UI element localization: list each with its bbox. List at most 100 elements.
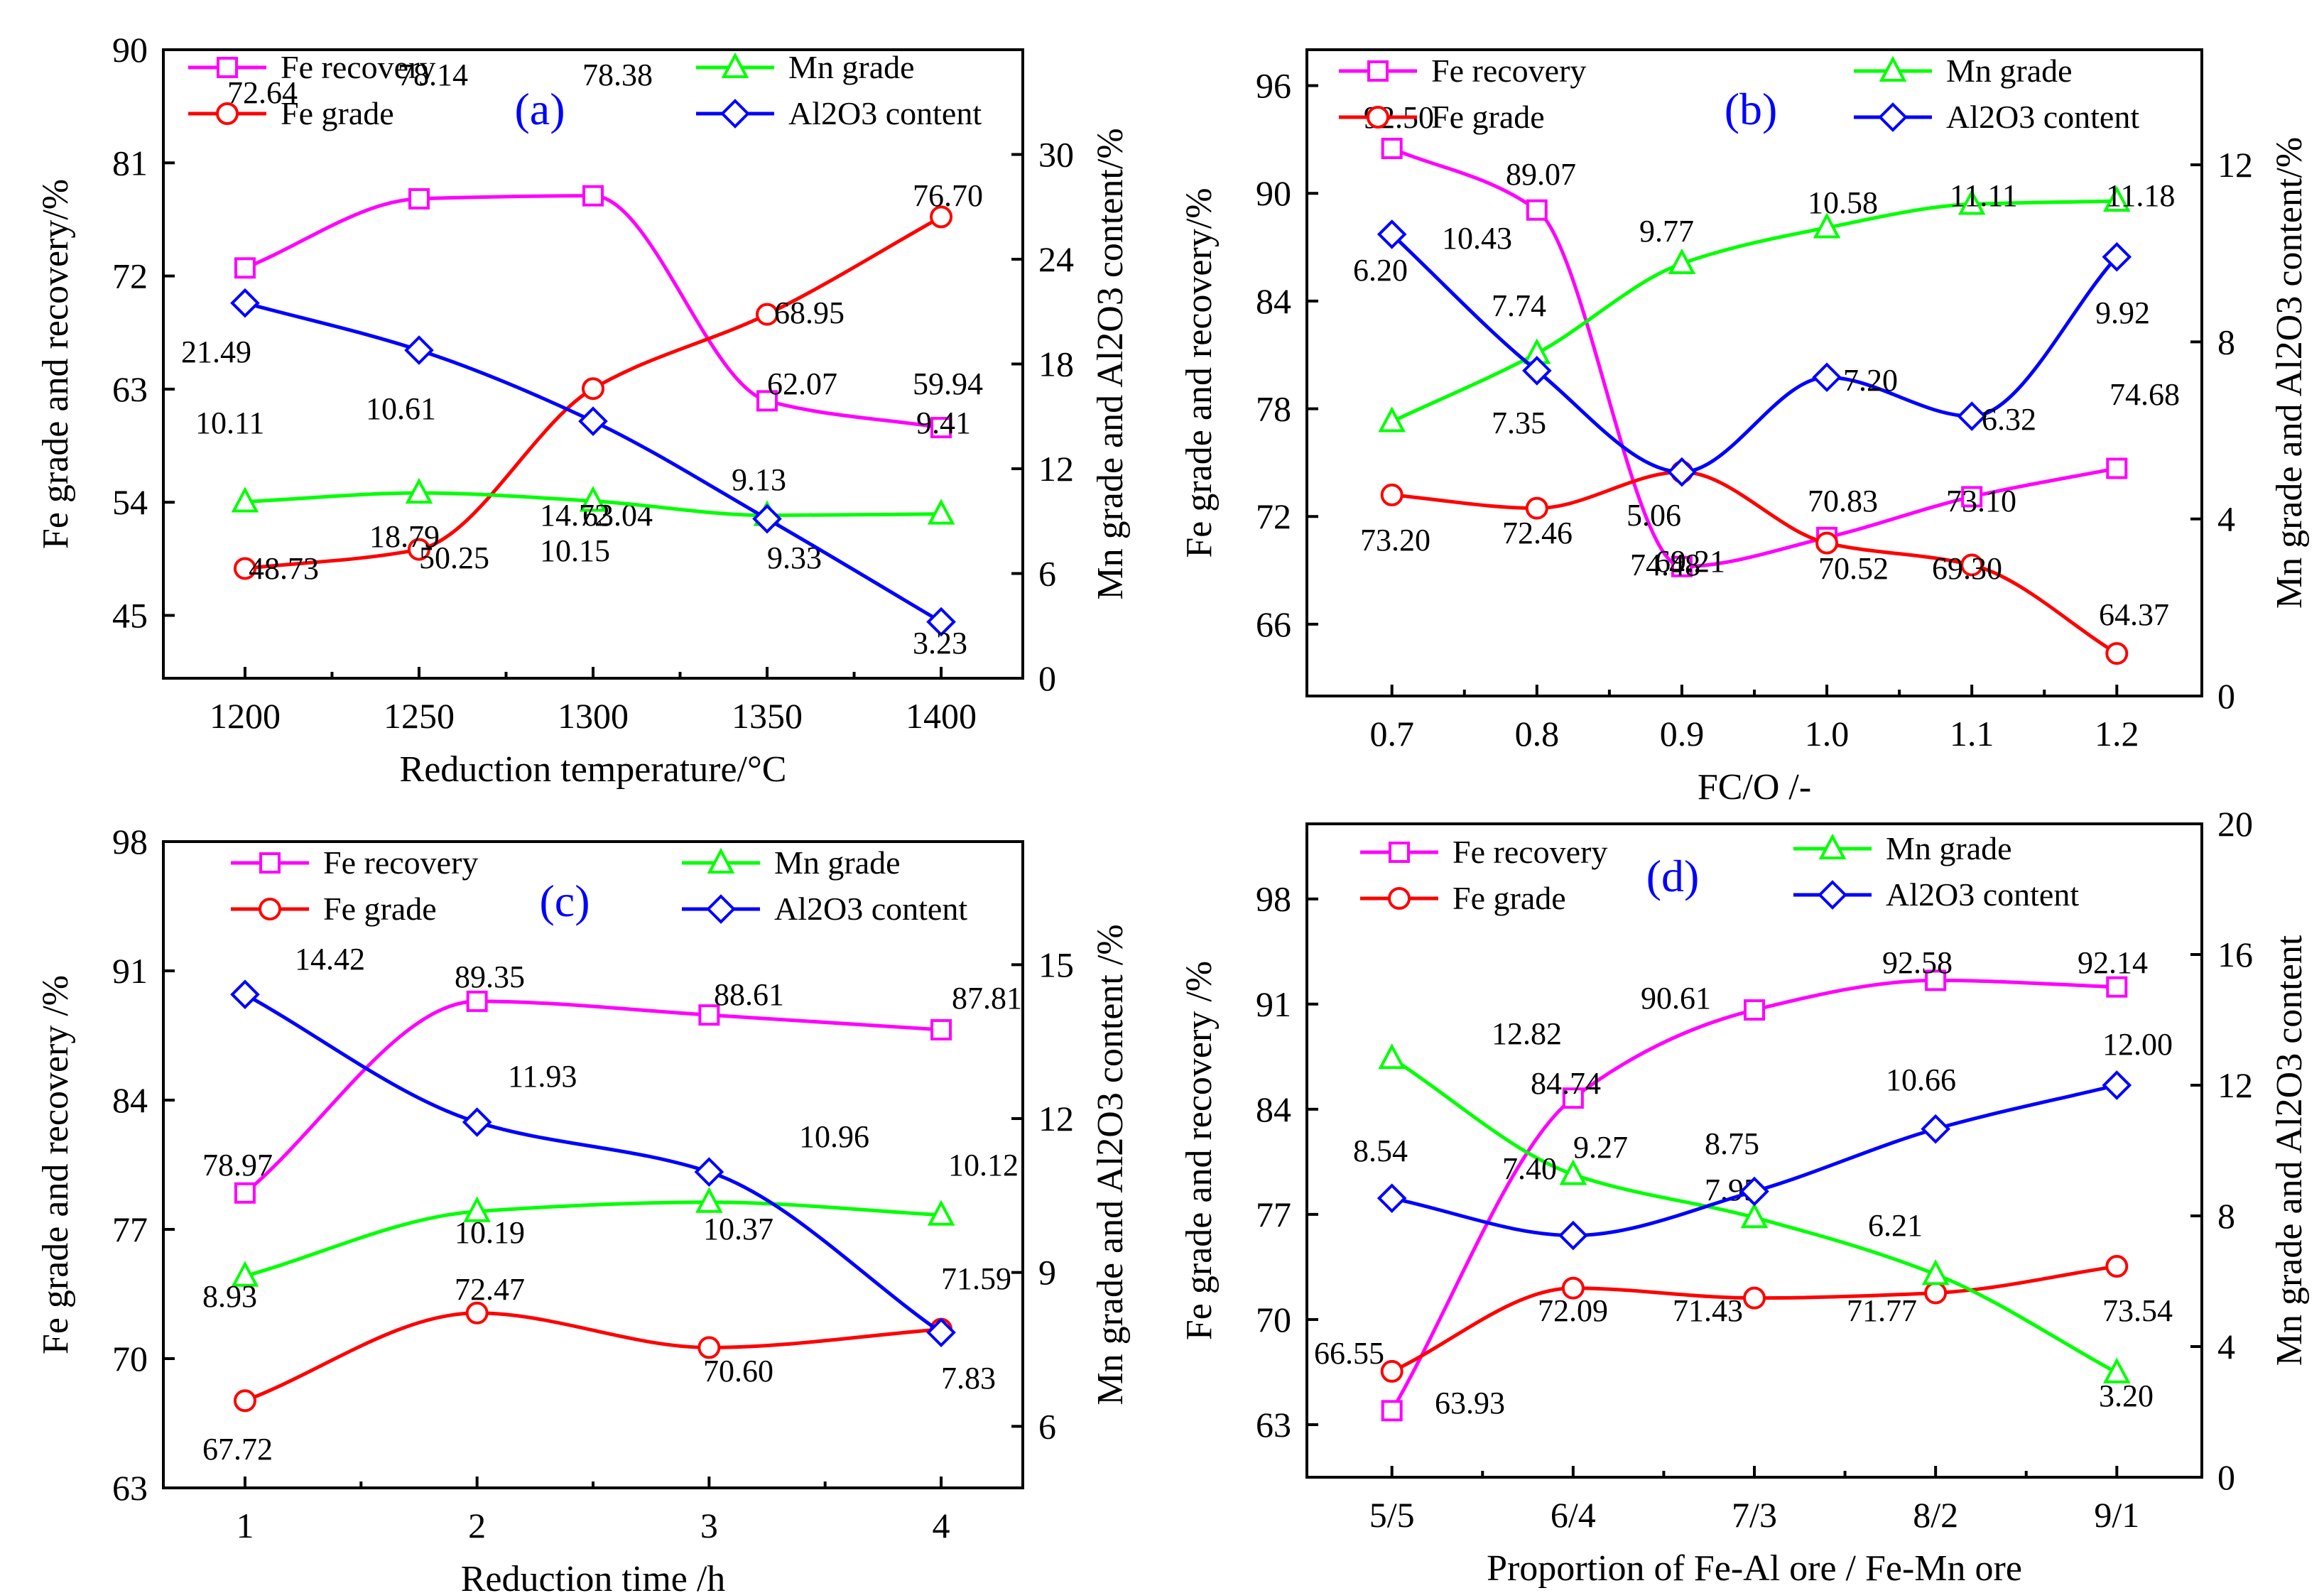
- data-point: [582, 185, 604, 207]
- data-point: [1559, 1159, 1587, 1185]
- legend-marker: [1367, 60, 1389, 82]
- legend-item-al2o3: Al2O3 content: [1854, 99, 2139, 135]
- y-right-tick-label: 6: [1038, 1406, 1056, 1446]
- y-right-tick-label: 8: [2217, 1196, 2235, 1236]
- data-point: [404, 335, 434, 365]
- y-right-axis-title: Mn grade and Al2O3 content: [2269, 935, 2310, 1366]
- series-line: [1391, 470, 2118, 656]
- legend-marker: [1388, 887, 1411, 910]
- x-tick-label: 1400: [906, 696, 977, 736]
- y-left-tick-label: 72: [1256, 496, 1291, 536]
- data-label: 68.95: [774, 295, 845, 330]
- y-left-tick-label: 72: [112, 256, 148, 296]
- data-label: 9.13: [732, 462, 786, 497]
- y-left-axis-title: Fe grade and recovery/%: [1179, 187, 1220, 558]
- legend-item-al2o3: Al2O3 content: [682, 891, 967, 927]
- data-point: [230, 979, 260, 1010]
- data-point: [1380, 483, 1403, 506]
- data-label: 10.15: [540, 533, 610, 568]
- series-line: [244, 999, 942, 1195]
- data-label: 11.18: [2106, 178, 2175, 213]
- x-tick-label: 7/3: [1732, 1495, 1777, 1535]
- y-left-tick-label: 78: [1256, 389, 1291, 429]
- panel-tag: (b): [1725, 84, 1778, 134]
- data-label: 64.37: [2099, 597, 2169, 632]
- series-al2o3: 21.49 18.79 14.72 9.13 3.23: [181, 288, 967, 660]
- data-label: 78.38: [582, 58, 653, 92]
- panel-d: 5/5 6/4 7/3 8/2 9/1 63 70 77 84 91 98 0 4 8 12 16 20 Prop…: [1179, 804, 2310, 1589]
- data-label: 70.60: [703, 1354, 773, 1388]
- legend-item-fe-grade: Fe grade: [1339, 99, 1545, 135]
- data-point: [234, 1182, 256, 1204]
- series-al2o3: 8.54 7.40 8.75 10.66 12.00: [1353, 1027, 2173, 1251]
- data-label: 67.72: [202, 1432, 273, 1467]
- plot-frame: [1305, 48, 2203, 697]
- legend-label: Mn grade: [1946, 53, 2073, 89]
- data-label: 92.14: [2078, 945, 2148, 980]
- legend-marker: [706, 894, 736, 924]
- data-label: 6.32: [1982, 402, 2036, 437]
- data-point: [930, 1018, 952, 1040]
- data-label: 48.73: [249, 551, 319, 586]
- data-label: 89.07: [1506, 157, 1576, 192]
- legend-label: Al2O3 content: [1946, 99, 2139, 135]
- data-point: [462, 1107, 492, 1137]
- data-point: [698, 1004, 720, 1026]
- y-left-tick-label: 91: [112, 951, 148, 991]
- data-label: 14.42: [295, 942, 365, 977]
- y-right-tick-label: 30: [1038, 135, 1074, 175]
- x-tick-label: 2: [468, 1506, 486, 1545]
- data-point: [230, 288, 260, 318]
- legend-item-mn-grade: Mn grade: [1793, 830, 2012, 866]
- series-fe-recovery: 63.93 84.74 90.61 92.58 92.14: [1381, 945, 2148, 1422]
- legend-item-fe-recovery: Fe recovery: [1339, 53, 1586, 89]
- legend-marker: [707, 847, 735, 874]
- panel-tag: (d): [1646, 851, 1700, 901]
- x-tick-label: 1250: [384, 696, 455, 736]
- data-point: [1921, 1259, 1950, 1285]
- data-label: 84.74: [1531, 1066, 1601, 1101]
- legend-item-fe-grade: Fe grade: [1360, 880, 1566, 916]
- data-point: [1521, 356, 1552, 386]
- legend-marker: [216, 102, 239, 125]
- data-label: 10.96: [799, 1119, 869, 1154]
- data-label: 8.75: [1705, 1126, 1759, 1161]
- panel-b: 0.7 0.8 0.9 1.0 1.1 1.2 66 72 78 84 90 96 0 4 8 12 FC/O …: [1179, 48, 2310, 808]
- data-label: 10.43: [1442, 221, 1512, 256]
- data-point: [1378, 406, 1406, 433]
- data-point: [927, 499, 955, 525]
- data-label: 7.40: [1502, 1151, 1557, 1186]
- data-label: 3.23: [913, 626, 967, 660]
- data-label: 10.58: [1808, 185, 1878, 220]
- legend-marker: [1818, 880, 1847, 910]
- legend-marker: [1878, 102, 1908, 132]
- legend-marker: [1879, 55, 1907, 82]
- data-label: 73.20: [1360, 523, 1430, 558]
- data-point: [1381, 1400, 1403, 1422]
- series-line: [244, 301, 943, 624]
- data-point: [1924, 1281, 1948, 1305]
- data-label: 78.14: [398, 58, 468, 92]
- data-label: 62.07: [767, 366, 837, 401]
- data-point: [1925, 969, 1947, 991]
- data-point: [1744, 999, 1765, 1021]
- data-label: 50.25: [419, 540, 489, 575]
- legend-marker: [259, 852, 281, 874]
- data-point: [1562, 1087, 1584, 1109]
- data-point: [2102, 1357, 2131, 1383]
- x-tick-label: 6/4: [1551, 1495, 1596, 1535]
- data-point: [2102, 1070, 2132, 1100]
- data-label: 71.43: [1673, 1293, 1743, 1328]
- x-tick-label: 9/1: [2094, 1495, 2139, 1535]
- series-fe-recovery: 72.64 78.14 78.38 62.07 59.94: [227, 58, 983, 439]
- data-point: [1960, 553, 1984, 577]
- series-line: [244, 993, 943, 1334]
- legend-marker: [1367, 106, 1389, 129]
- data-point: [1378, 1043, 1406, 1070]
- data-label: 76.70: [913, 178, 983, 213]
- y-left-tick-label: 45: [112, 596, 148, 636]
- data-point: [582, 377, 604, 401]
- data-label: 7.35: [1492, 406, 1546, 440]
- data-label: 7.83: [941, 1361, 996, 1396]
